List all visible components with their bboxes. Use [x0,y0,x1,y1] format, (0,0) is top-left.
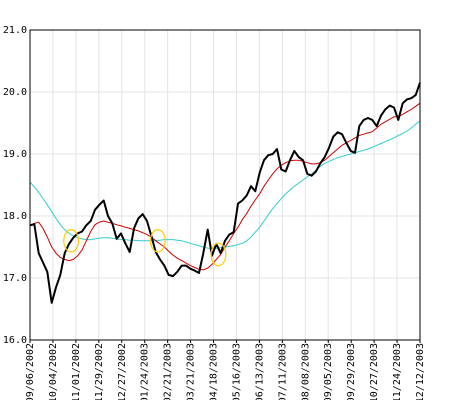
x-tick-label: 11/01/2002 [71,343,82,400]
x-tick-label: 10/27/2003 [369,343,380,400]
x-tick-label: 12/27/2002 [117,343,128,400]
grid [30,30,420,340]
series-line-black [29,82,421,304]
x-tick-label: 10/04/2002 [48,343,59,400]
y-tick-label: 16.0 [3,335,27,346]
y-tick-label: 17.0 [3,273,27,284]
x-tick-label: 11/29/2002 [94,343,105,400]
highlight-ellipse [149,229,166,253]
highlight-ellipse [63,229,80,253]
x-tick-label: 04/18/2003 [209,343,220,400]
x-tick-label: 07/11/2003 [277,343,288,400]
y-tick-label: 20.0 [3,87,27,98]
series-line-red [29,102,421,271]
annotations [63,229,227,267]
x-tick-label: 09/29/2003 [346,343,357,400]
series-lines [29,82,421,304]
x-tick-label: 01/24/2003 [140,343,151,400]
x-tick-label: 09/05/2003 [323,343,334,400]
highlight-ellipse [210,242,227,267]
x-tick-label: 09/06/2002 [25,343,36,400]
x-tick-label: 02/21/2003 [163,343,174,400]
x-tick-label: 05/16/2003 [231,343,242,400]
x-tick-label: 08/08/2003 [300,343,311,400]
x-tick-label: 12/12/2003 [415,343,426,400]
x-tick-label: 11/24/2003 [392,343,403,400]
y-tick-label: 21.0 [3,25,27,36]
y-tick-label: 19.0 [3,149,27,160]
x-tick-label: 06/13/2003 [254,343,265,400]
x-tick-label: 03/21/2003 [186,343,197,400]
x-axis: 09/06/2002 10/04/2002 11/01/2002 11/29/2002… [25,340,426,400]
y-tick-label: 18.0 [3,211,27,222]
y-axis: 16.0 17.0 18.0 19.0 20.0 21.0 [3,25,27,346]
plot-frame [29,29,421,341]
plot-background [30,30,420,340]
